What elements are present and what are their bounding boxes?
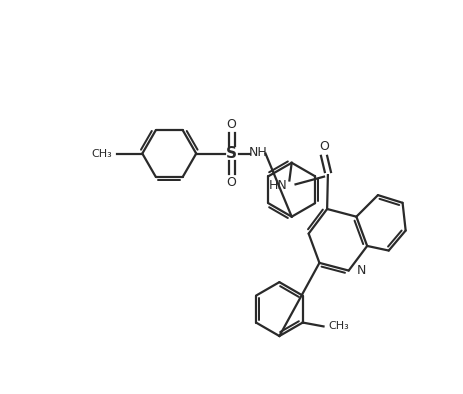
Text: CH₃: CH₃ (327, 322, 348, 331)
Text: O: O (319, 140, 328, 153)
Text: CH₃: CH₃ (91, 149, 112, 158)
Text: NH: NH (249, 146, 268, 159)
Text: HN: HN (269, 179, 287, 192)
Text: N: N (356, 264, 365, 277)
Text: S: S (225, 146, 237, 161)
Text: O: O (226, 118, 236, 131)
Text: O: O (226, 176, 236, 189)
